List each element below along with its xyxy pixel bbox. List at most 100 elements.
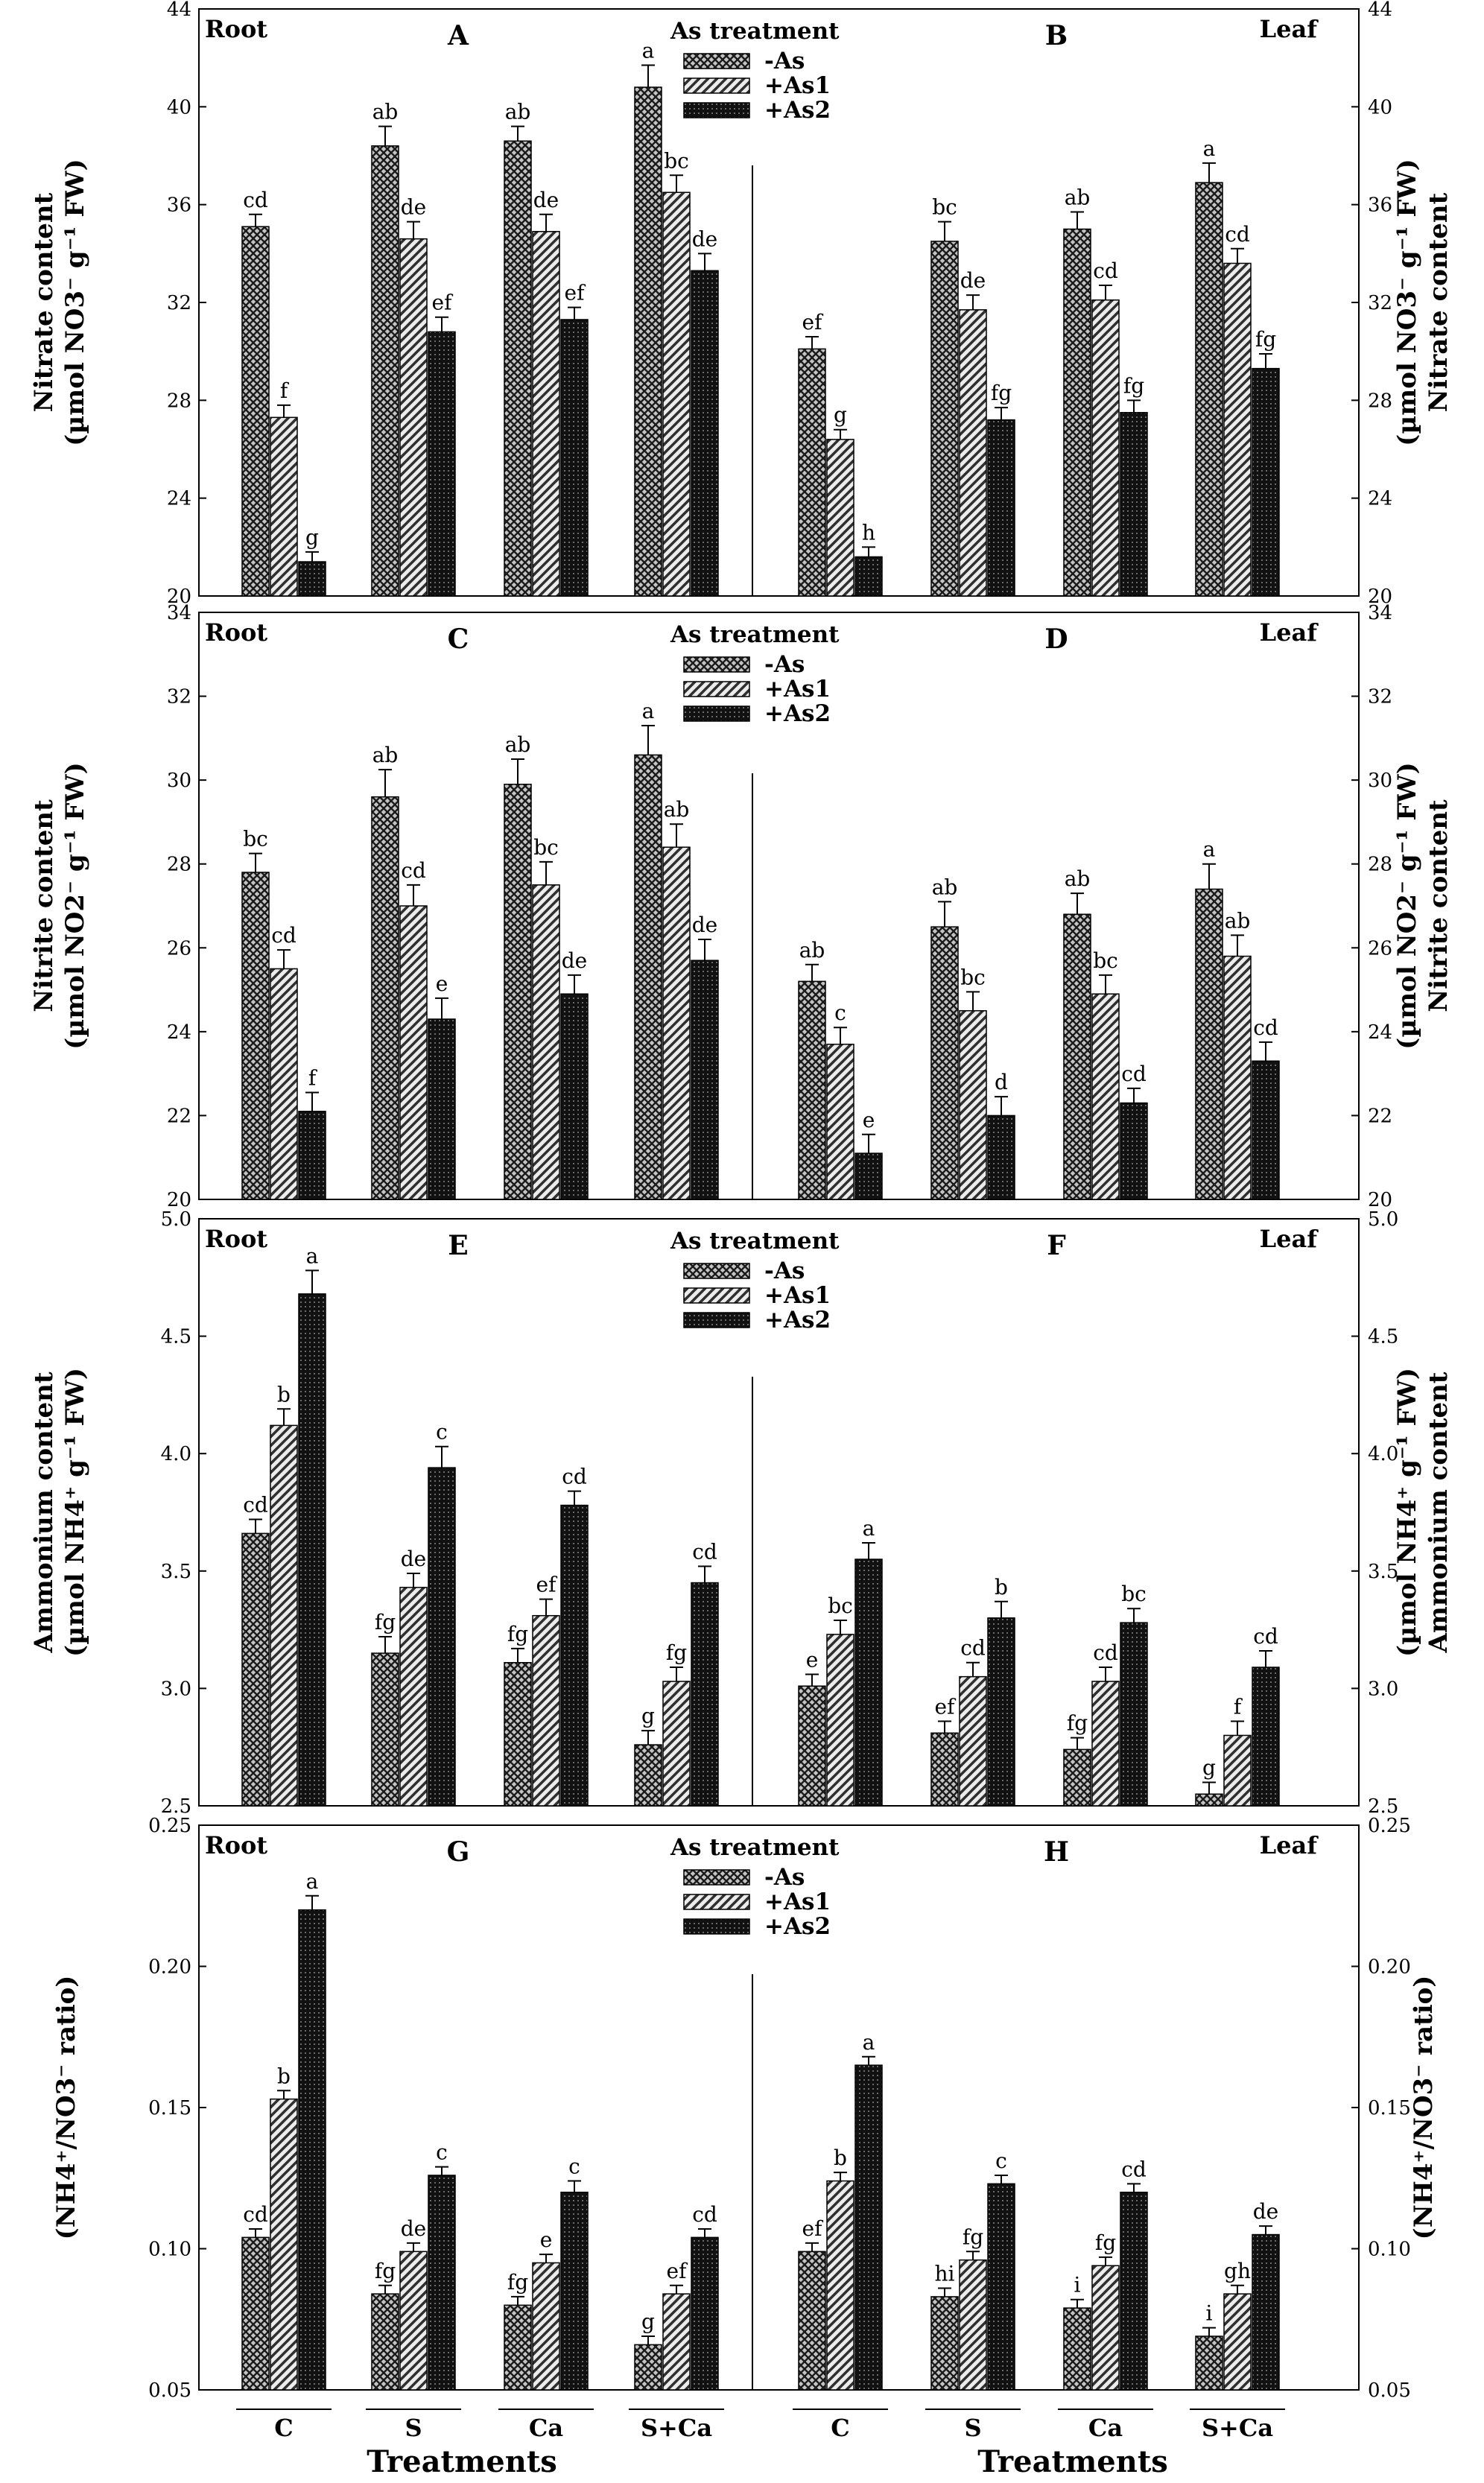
plot-frame <box>198 612 1360 1200</box>
panel-g: cd fg fg g b de e ef a c c cd <box>241 1869 719 2391</box>
bar <box>1091 993 1120 1200</box>
panel-letter: A <box>447 20 469 51</box>
legend-label: +As2 <box>764 97 831 124</box>
bar <box>854 2064 883 2391</box>
x-axis-label: Treatments <box>367 2444 557 2479</box>
legend-swatch <box>683 1312 750 1328</box>
panel-letter: D <box>1044 624 1068 655</box>
y-axis-label-right: Nitrate content <box>1424 192 1453 412</box>
bar <box>1223 2293 1252 2391</box>
bar <box>930 926 959 1200</box>
panel-tissue-label: Leaf <box>1260 1225 1319 1253</box>
significance-label: g <box>1202 1755 1216 1780</box>
y-tick-label-right: 4.0 <box>1368 1443 1398 1465</box>
significance-label: c <box>436 2140 448 2165</box>
legend: As treatment -As+As1+As2 <box>670 1228 840 1334</box>
legend-title: As treatment <box>670 18 840 45</box>
bar <box>1195 2335 1223 2391</box>
significance-label: c <box>436 1420 448 1445</box>
significance-label: de <box>692 226 718 251</box>
bar <box>298 1293 326 1807</box>
bar <box>691 960 719 1200</box>
bar <box>959 1009 987 1200</box>
y-tick-label-left: 44 <box>167 0 191 21</box>
bar <box>1252 2233 1280 2391</box>
y-tick-label-left: 5.0 <box>161 1208 191 1231</box>
bar <box>798 348 826 597</box>
legend-swatch <box>683 77 750 94</box>
panel-h: ef hi i i b fg fg gh a c cd de <box>798 2030 1280 2391</box>
y-tick-label-right: 24 <box>1368 488 1392 510</box>
bar <box>1252 1667 1280 1807</box>
bar <box>1252 367 1280 597</box>
legend: As treatment -As+As1+As2 <box>670 1834 840 1940</box>
bar <box>532 1614 560 1807</box>
bar <box>959 309 987 597</box>
significance-label: c <box>834 1001 846 1025</box>
bar <box>854 1152 883 1200</box>
significance-label: cd <box>271 923 297 948</box>
panel-letter: C <box>448 624 469 655</box>
bar <box>1120 2191 1148 2391</box>
significance-label: cd <box>1253 1624 1278 1649</box>
significance-label: c <box>568 2154 580 2179</box>
y-tick-label-left: 32 <box>167 686 191 708</box>
chart-row-1: 20 20 24 24 28 28 32 32 36 36 40 40 44 44 Nitrate cont… <box>29 0 1453 608</box>
significance-label: fg <box>1255 327 1276 352</box>
bar <box>826 1043 854 1200</box>
significance-label: cd <box>1225 222 1250 247</box>
y-tick-label-left: 4.0 <box>161 1443 191 1465</box>
panel-letter: G <box>447 1836 470 1868</box>
bar <box>662 191 691 597</box>
significance-label: ef <box>802 310 825 334</box>
bar <box>1063 2307 1091 2391</box>
significance-label: de <box>401 1547 427 1571</box>
significance-label: b <box>277 2064 291 2088</box>
bar <box>532 231 560 597</box>
significance-label: cd <box>243 1492 268 1517</box>
panel-e: cd fg fg g b de ef fg a c cd cd <box>241 1243 719 1807</box>
significance-label: cd <box>243 188 268 212</box>
bar <box>691 270 719 597</box>
panel-tissue-label: Root <box>205 1225 267 1253</box>
significance-label: ef <box>667 2259 689 2283</box>
significance-label: cd <box>1253 1015 1278 1040</box>
bar <box>826 439 854 597</box>
bar <box>1252 1060 1280 1200</box>
significance-label: a <box>642 699 655 723</box>
significance-label: g <box>834 403 847 428</box>
y-tick-label-right: 20 <box>1368 586 1392 608</box>
y-axis-label-left: Ammonium content <box>29 1371 59 1653</box>
panel-a: cd ab ab a f de de bc g ef ef de <box>241 39 719 597</box>
significance-label: cd <box>960 1636 986 1661</box>
significance-label: de <box>401 2216 427 2241</box>
y-tick-label-right: 5.0 <box>1368 1208 1398 1231</box>
bar <box>298 1909 326 2391</box>
significance-label: c <box>995 2149 1007 2173</box>
bar <box>1063 228 1091 597</box>
significance-label: fg <box>991 381 1012 405</box>
x-tick-label: C <box>831 2414 849 2442</box>
bar <box>634 1744 662 1807</box>
significance-label: b <box>277 1382 291 1407</box>
bar <box>930 241 959 597</box>
bar <box>1195 1793 1223 1807</box>
bar <box>798 2251 826 2391</box>
y-axis-label-left: Nitrate content <box>29 192 59 412</box>
significance-label: cd <box>692 2202 717 2227</box>
bar <box>987 2183 1015 2391</box>
bar <box>399 905 428 1200</box>
bar <box>1063 913 1091 1200</box>
legend-swatch <box>683 1263 750 1279</box>
significance-label: f <box>1234 1695 1243 1719</box>
bar <box>691 1582 719 1807</box>
significance-label: de <box>692 913 718 937</box>
significance-label: i <box>1206 2301 1213 2326</box>
y-tick-label-left: 30 <box>167 770 191 792</box>
bar <box>1195 888 1223 1200</box>
y-axis-label-left: (µmol NO2⁻ g⁻¹ FW) <box>60 762 90 1049</box>
significance-label: a <box>306 1869 319 1894</box>
x-tick-label: S <box>964 2414 981 2442</box>
panel-tissue-label: Leaf <box>1260 1831 1319 1859</box>
y-tick-label-left: 22 <box>167 1105 191 1127</box>
